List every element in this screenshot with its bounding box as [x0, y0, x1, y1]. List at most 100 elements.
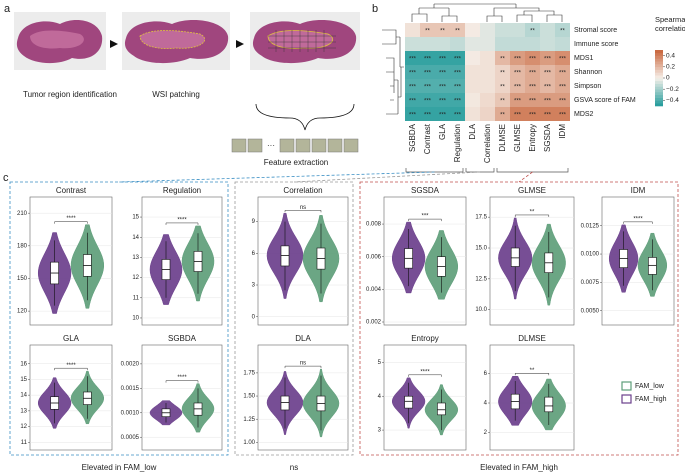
group-link	[293, 171, 481, 183]
y-tick-label: 4	[484, 401, 488, 407]
heat-cell	[465, 93, 480, 107]
cell-stars: ***	[409, 57, 417, 63]
cell-stars: **	[425, 29, 430, 35]
colorbar-step	[655, 50, 663, 54]
heat-cell	[495, 79, 510, 93]
cell-stars: ***	[439, 57, 447, 63]
group-bracket	[496, 168, 569, 173]
group-link	[118, 171, 435, 183]
cell-stars: ***	[514, 85, 522, 91]
y-tick-label: 0	[252, 314, 256, 320]
group-box	[234, 181, 354, 456]
cell-stars: ***	[529, 99, 537, 105]
heat-cell	[510, 93, 525, 107]
group-label: Elevated in FAM_low	[82, 463, 157, 472]
heat-cell	[480, 51, 495, 65]
group-link	[518, 171, 533, 183]
box	[544, 396, 554, 413]
y-tick-label: 0.0010	[121, 410, 140, 416]
column-label: Contrast	[423, 123, 432, 154]
plot-frame	[383, 196, 467, 326]
significance-label: ****	[66, 363, 76, 369]
heat-cell	[435, 93, 450, 107]
cell-stars: ***	[544, 85, 552, 91]
heat-cell	[405, 51, 420, 65]
panel-label: a	[4, 3, 11, 15]
y-tick-label: 0.002	[366, 320, 382, 326]
y-tick-label: 15	[132, 215, 139, 221]
heat-cell	[525, 79, 540, 93]
column-label: Regulation	[453, 124, 462, 162]
y-tick-label: 11	[21, 440, 28, 446]
heat-cell	[435, 23, 450, 37]
y-tick-label: 1.50	[243, 394, 255, 400]
cell-stars: ***	[439, 99, 447, 105]
heat-cell	[540, 79, 555, 93]
cell-stars: ***	[454, 113, 462, 119]
heat-cell	[420, 79, 435, 93]
cell-stars: ***	[529, 113, 537, 119]
heat-cell	[420, 23, 435, 37]
y-tick-label: 10	[132, 316, 139, 322]
y-tick-label: 17.5	[475, 215, 487, 221]
colorbar-step	[655, 83, 663, 87]
panel-label: b	[372, 3, 378, 15]
heat-cell	[540, 23, 555, 37]
heat-cell	[465, 107, 480, 121]
ellipsis: ···	[267, 141, 275, 150]
y-tick-label: 120	[17, 309, 28, 315]
heat-cell	[525, 23, 540, 37]
y-tick-label: 0.0005	[121, 435, 140, 441]
column-label: DLMSE	[498, 124, 507, 152]
colorbar-tick-label: 0.4	[666, 52, 675, 59]
cell-stars: ***	[559, 99, 567, 105]
y-tick-label: 0.0050	[581, 308, 600, 314]
significance-bracket	[165, 222, 199, 225]
cell-stars: ***	[454, 85, 462, 91]
cell-stars: ***	[424, 71, 432, 77]
heat-cell	[555, 79, 570, 93]
heat-cell	[510, 65, 525, 79]
plot-frame	[141, 344, 223, 451]
cell-stars: **	[440, 29, 445, 35]
colorbar-step	[655, 72, 663, 76]
cell-stars: ***	[544, 113, 552, 119]
y-tick-label: 9	[252, 219, 256, 225]
heat-cell	[450, 65, 465, 79]
cell-stars: ***	[424, 57, 432, 63]
plot-frame	[29, 196, 113, 326]
significance-bracket	[408, 374, 442, 377]
heat-cell	[435, 79, 450, 93]
cell-stars: ***	[559, 71, 567, 77]
column-label: IDM	[558, 124, 567, 139]
heat-cell	[405, 37, 420, 51]
colorbar-step	[655, 61, 663, 65]
colorbar-step	[655, 103, 663, 107]
significance-bracket	[514, 214, 550, 217]
heat-cell	[540, 65, 555, 79]
cell-stars: ***	[559, 57, 567, 63]
cell-stars: ***	[559, 85, 567, 91]
heat-cell	[525, 65, 540, 79]
cell-stars: **	[530, 29, 535, 35]
heat-cell	[420, 93, 435, 107]
cell-stars: ***	[544, 99, 552, 105]
heat-cell	[510, 79, 525, 93]
y-tick-label: 2	[484, 430, 488, 436]
colorbar-step	[655, 92, 663, 96]
heat-cell	[450, 23, 465, 37]
significance-bracket	[408, 218, 442, 222]
plot-frame	[383, 344, 467, 451]
colorbar-step	[655, 89, 663, 93]
heat-cell	[495, 23, 510, 37]
heat-cell	[555, 65, 570, 79]
heat-cell	[405, 107, 420, 121]
significance-label: ****	[177, 375, 187, 381]
y-tick-label: 0.008	[366, 222, 382, 228]
legend-swatch	[621, 394, 632, 404]
colorbar-tick-label: 0	[666, 75, 670, 82]
column-label: GLMSE	[513, 124, 522, 152]
dendrogram	[382, 3, 563, 115]
plot-title: DLA	[295, 334, 311, 343]
colorbar-step	[655, 75, 663, 79]
